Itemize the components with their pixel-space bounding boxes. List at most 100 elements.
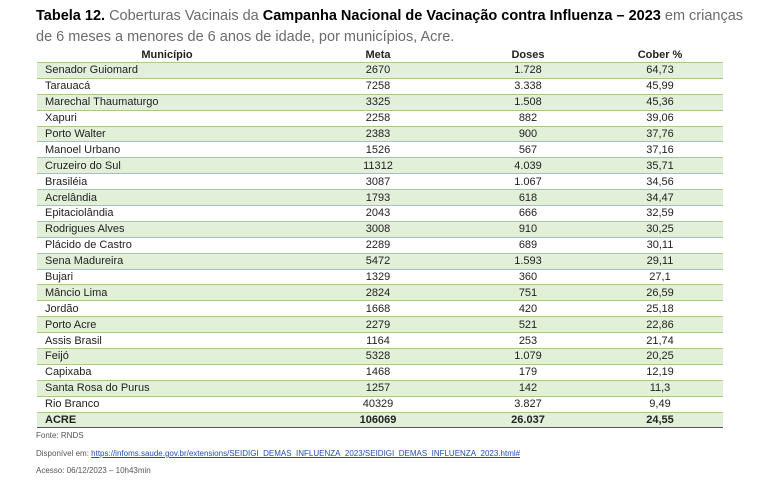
table-row: Marechal Thaumaturgo 3325 1.508 45,36 <box>37 94 723 111</box>
cell-meta: 1468 <box>297 364 459 381</box>
cell-meta: 2824 <box>297 284 459 302</box>
cell-municipio: Brasiléia <box>37 173 297 191</box>
cell-doses: 751 <box>459 284 597 302</box>
cell-municipio: Assis Brasil <box>37 332 297 350</box>
cell-meta: 40329 <box>297 396 459 413</box>
cell-cobertura: 45,99 <box>597 78 723 95</box>
table-row: Santa Rosa do Purus 1257 142 11,3 <box>37 380 723 397</box>
total-row: ACRE 106069 26.037 24,55 <box>37 411 723 429</box>
cell-meta: 2279 <box>297 316 459 334</box>
table-row: Rodrigues Alves 3008 910 30,25 <box>37 221 723 238</box>
total-cell-doses: 26.037 <box>459 411 597 429</box>
cell-cobertura: 27,1 <box>597 269 723 286</box>
caption-text-2: em crianças de 6 meses a menores de 6 an… <box>36 8 744 45</box>
cell-doses: 1.508 <box>459 94 597 111</box>
cell-doses: 900 <box>459 126 597 143</box>
table-row: Senador Guiomard 2670 1.728 64,73 <box>37 62 723 79</box>
table-row: Assis Brasil 1164 253 21,74 <box>37 332 723 350</box>
table-row: Bujari 1329 360 27,1 <box>37 269 723 286</box>
table-row: Mâncio Lima 2824 751 26,59 <box>37 284 723 302</box>
cell-doses: 1.593 <box>459 253 597 270</box>
cell-doses: 521 <box>459 316 597 334</box>
cell-doses: 3.338 <box>459 78 597 95</box>
cell-meta: 11312 <box>297 157 459 175</box>
cell-cobertura: 12,19 <box>597 364 723 381</box>
cell-doses: 360 <box>459 269 597 286</box>
cell-doses: 882 <box>459 110 597 127</box>
cell-cobertura: 11,3 <box>597 380 723 397</box>
cell-meta: 3087 <box>297 173 459 191</box>
cell-doses: 420 <box>459 300 597 318</box>
cell-cobertura: 26,59 <box>597 284 723 302</box>
total-cell-meta: 106069 <box>297 411 459 429</box>
cell-cobertura: 39,06 <box>597 110 723 127</box>
access-note: Acesso: 06/12/2023 – 10h43min <box>36 466 151 475</box>
table-row: Rio Branco 40329 3.827 9,49 <box>37 396 723 413</box>
source-note: Fonte: RNDS <box>36 431 84 440</box>
cell-municipio: Acrelândia <box>37 189 297 207</box>
table-row: Cruzeiro do Sul 11312 4.039 35,71 <box>37 157 723 175</box>
table-row: Capixaba 1468 179 12,19 <box>37 364 723 381</box>
cell-cobertura: 29,11 <box>597 253 723 270</box>
cell-municipio: Bujari <box>37 269 297 286</box>
cell-meta: 5328 <box>297 348 459 365</box>
cell-doses: 567 <box>459 141 597 159</box>
total-cell-municipio: ACRE <box>37 411 297 429</box>
cell-municipio: Sena Madureira <box>37 253 297 270</box>
table-row: Sena Madureira 5472 1.593 29,11 <box>37 253 723 270</box>
cell-cobertura: 32,59 <box>597 205 723 222</box>
cell-cobertura: 21,74 <box>597 332 723 350</box>
cell-cobertura: 34,56 <box>597 173 723 191</box>
cell-municipio: Epitaciolândia <box>37 205 297 222</box>
cell-cobertura: 22,86 <box>597 316 723 334</box>
cell-meta: 2383 <box>297 126 459 143</box>
source-link[interactable]: https://infoms.saude.gov.br/extensions/S… <box>91 449 521 458</box>
cell-doses: 4.039 <box>459 157 597 175</box>
cell-doses: 142 <box>459 380 597 397</box>
cell-doses: 1.067 <box>459 173 597 191</box>
cell-municipio: Capixaba <box>37 364 297 381</box>
cell-municipio: Marechal Thaumaturgo <box>37 94 297 111</box>
table-caption: Tabela 12. Coberturas Vacinais da Campan… <box>36 6 760 48</box>
cell-meta: 2258 <box>297 110 459 127</box>
cell-cobertura: 37,76 <box>597 126 723 143</box>
cell-meta: 1526 <box>297 141 459 159</box>
table-row: Acrelândia 1793 618 34,47 <box>37 189 723 207</box>
cell-doses: 618 <box>459 189 597 207</box>
cell-doses: 666 <box>459 205 597 222</box>
cell-cobertura: 30,25 <box>597 221 723 238</box>
cell-meta: 2289 <box>297 237 459 254</box>
cell-cobertura: 20,25 <box>597 348 723 365</box>
cell-doses: 3.827 <box>459 396 597 413</box>
cell-cobertura: 64,73 <box>597 62 723 79</box>
table-body: Senador Guiomard 2670 1.728 64,73 Tarauacá 72… <box>37 62 723 429</box>
cell-doses: 1.728 <box>459 62 597 79</box>
header-municipio: Município <box>37 47 297 63</box>
cell-meta: 1668 <box>297 300 459 318</box>
table-row: Brasiléia 3087 1.067 34,56 <box>37 173 723 191</box>
cell-cobertura: 9,49 <box>597 396 723 413</box>
cell-municipio: Rodrigues Alves <box>37 221 297 238</box>
cell-meta: 7258 <box>297 78 459 95</box>
table-row: Porto Acre 2279 521 22,86 <box>37 316 723 334</box>
cell-meta: 1257 <box>297 380 459 397</box>
cell-doses: 179 <box>459 364 597 381</box>
cell-municipio: Porto Acre <box>37 316 297 334</box>
cell-meta: 5472 <box>297 253 459 270</box>
header-meta: Meta <box>297 47 459 63</box>
cell-municipio: Cruzeiro do Sul <box>37 157 297 175</box>
table-row: Feijó 5328 1.079 20,25 <box>37 348 723 365</box>
cell-doses: 689 <box>459 237 597 254</box>
cell-municipio: Manoel Urbano <box>37 141 297 159</box>
header-cobertura: Cober % <box>597 47 723 63</box>
cell-municipio: Porto Walter <box>37 126 297 143</box>
cell-meta: 3008 <box>297 221 459 238</box>
header-row: Município Meta Doses Cober % <box>37 47 723 63</box>
table-row: Porto Walter 2383 900 37,76 <box>37 126 723 143</box>
cell-cobertura: 30,11 <box>597 237 723 254</box>
cell-meta: 2043 <box>297 205 459 222</box>
caption-text: Coberturas Vacinais da <box>109 8 259 24</box>
cell-municipio: Plácido de Castro <box>37 237 297 254</box>
cell-municipio: Mâncio Lima <box>37 284 297 302</box>
